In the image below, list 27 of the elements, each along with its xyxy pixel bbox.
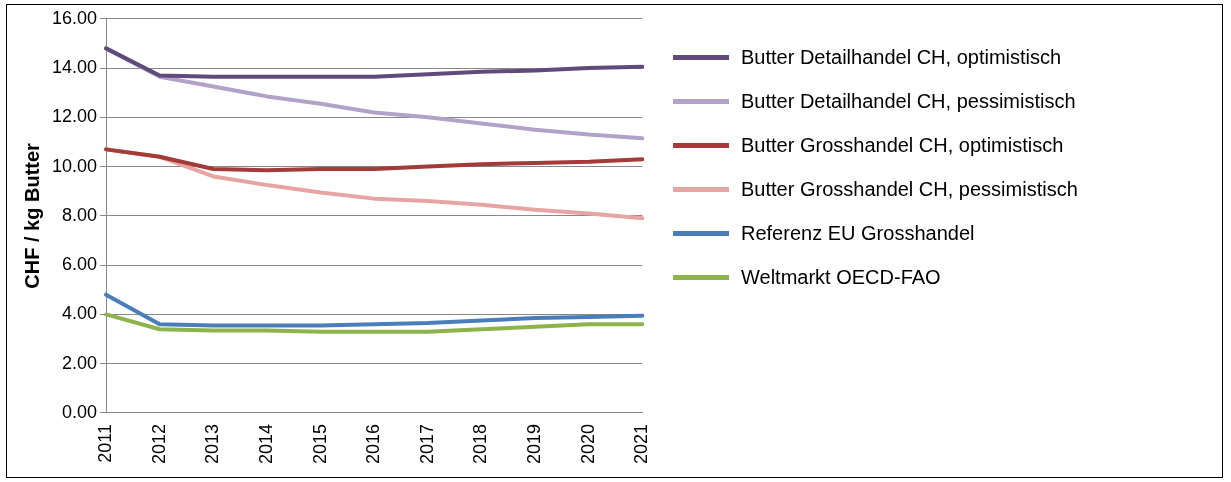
legend-label: Butter Grosshandel CH, pessimistisch: [741, 177, 1078, 201]
y-tick-label: 10.00: [52, 155, 98, 176]
legend-label: Butter Detailhandel CH, optimistisch: [741, 45, 1062, 69]
y-tick-label: 14.00: [52, 57, 98, 78]
y-tick-label: 0.00: [62, 401, 98, 422]
legend-label: Butter Grosshandel CH, optimistisch: [741, 133, 1064, 157]
legend-label: Weltmarkt OECD-FAO: [741, 265, 941, 289]
x-tick-label: 2014: [255, 423, 276, 464]
x-tick-label: 2016: [363, 423, 384, 464]
x-tick-label: 2019: [524, 423, 545, 464]
x-tick-label: 2012: [148, 423, 169, 464]
x-tick-label: 2021: [631, 423, 652, 464]
y-tick-label: 12.00: [52, 106, 98, 127]
x-tick-label: 2017: [416, 423, 437, 464]
y-tick-label: 6.00: [62, 254, 98, 275]
y-axis-title: CHF / kg Butter: [20, 142, 43, 289]
x-tick-label: 2011: [95, 423, 116, 463]
legend-label: Butter Detailhandel CH, pessimistisch: [741, 89, 1076, 113]
y-tick-label: 8.00: [62, 204, 98, 225]
y-tick-label: 4.00: [62, 303, 98, 324]
x-tick-label: 2020: [577, 423, 598, 464]
legend-label: Referenz EU Grosshandel: [741, 221, 975, 245]
x-tick-label: 2015: [309, 423, 330, 464]
x-tick-label: 2018: [470, 423, 491, 464]
y-tick-label: 2.00: [62, 352, 98, 373]
y-tick-label: 16.00: [52, 7, 98, 28]
x-tick-label: 2013: [202, 423, 223, 464]
